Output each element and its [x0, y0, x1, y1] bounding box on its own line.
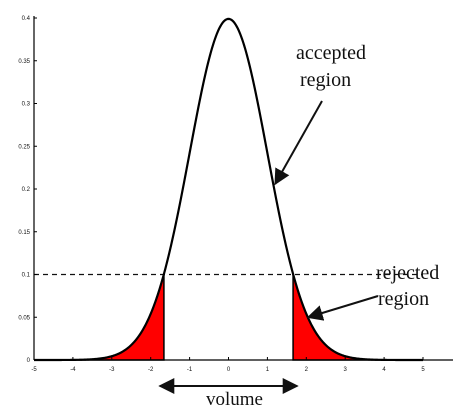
rejected-region-left [34, 273, 165, 361]
y-tick-label: 0.15 [18, 230, 30, 236]
x-ticks: -5 -4 -3 -2 -1 0 1 2 3 4 5 [31, 357, 425, 373]
accepted-region-annotation: accepted region [274, 42, 366, 186]
x-axis-label: volume [206, 389, 263, 410]
x-tick-label: -2 [148, 367, 154, 373]
x-tick-label: 4 [382, 367, 386, 373]
accepted-label-line2: region [300, 69, 351, 91]
x-tick-label: -4 [70, 367, 76, 373]
x-tick-label: 2 [305, 367, 309, 373]
y-tick-label: 0 [27, 358, 31, 364]
y-tick-label: 0.2 [22, 187, 31, 193]
y-tick-label: 0.35 [18, 59, 30, 65]
x-tick-label: -1 [187, 367, 193, 373]
y-tick-label: 0.25 [18, 144, 30, 150]
y-tick-label: 0.1 [22, 273, 31, 279]
rejected-label-line1: rejected [376, 262, 439, 284]
x-tick-label: 1 [266, 367, 270, 373]
y-tick-label: 0.4 [22, 16, 31, 22]
x-tick-label: 5 [421, 367, 425, 373]
rejected-region-right [292, 273, 423, 361]
accepted-label-line1: accepted [296, 42, 366, 64]
rejected-region-annotation: rejected region [306, 262, 439, 321]
accepted-arrow [274, 100, 323, 186]
rejected-label-line2: region [378, 288, 429, 310]
rejected-arrow [306, 295, 379, 321]
x-tick-label: -3 [109, 367, 115, 373]
y-tick-label: 0.3 [22, 102, 31, 108]
y-ticks: 0 0.05 0.1 0.15 0.2 0.25 0.3 0.35 0.4 [18, 16, 37, 364]
y-tick-label: 0.05 [18, 315, 30, 321]
density-curve [34, 17, 423, 362]
x-tick-label: 0 [227, 367, 231, 373]
x-tick-label: 3 [344, 367, 348, 373]
x-tick-label: -5 [31, 367, 37, 373]
